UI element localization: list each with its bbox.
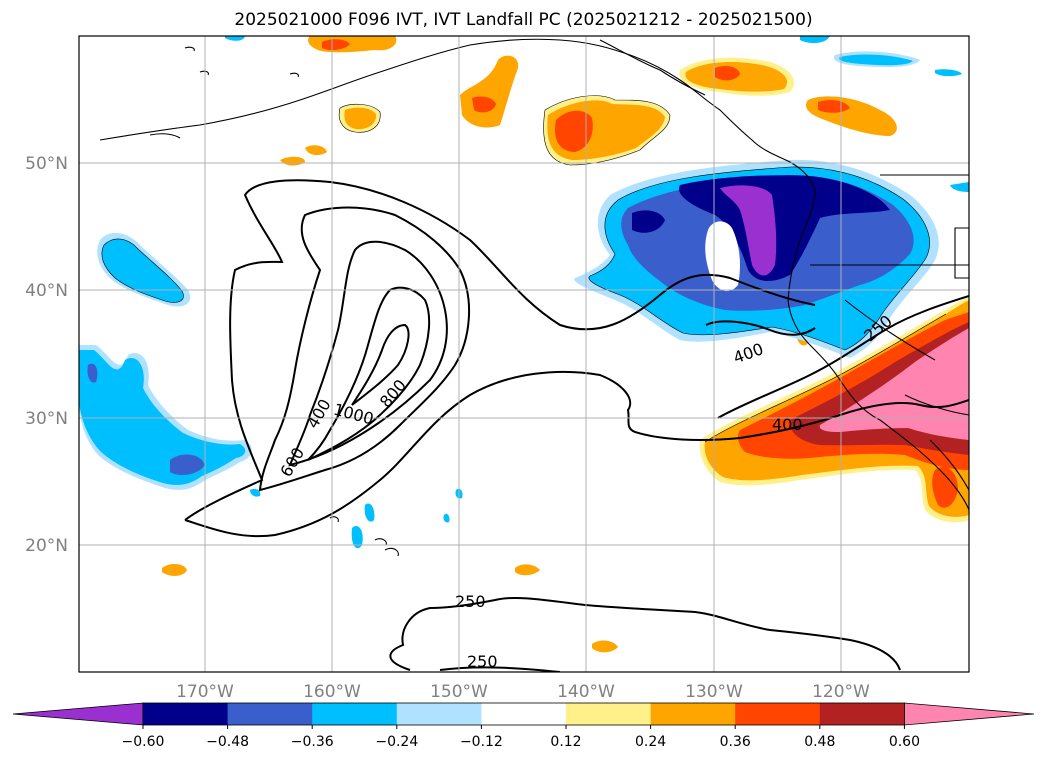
contour-label: 400 [772,415,803,434]
colorbar-segment [735,703,821,725]
colorbar-tick-label: −0.48 [206,734,249,750]
colorbar-segment [566,703,652,725]
colorbar-segment [396,703,482,725]
contour-label: 250 [455,592,486,611]
colorbar-extend-high [904,702,1035,726]
positive-anomaly-california [699,296,969,523]
graticule [79,36,969,672]
positive-anomaly-north [162,36,897,653]
colorbar-segment [481,703,567,725]
colorbar-segment [227,703,313,725]
colorbar-tick-label: −0.36 [291,734,334,750]
map-title: 2025021000 F096 IVT, IVT Landfall PC (20… [234,10,813,30]
lon-label: 120°W [812,682,870,702]
colorbar: −0.60 −0.48 −0.36 −0.24 −0.12 0.12 0.24 0.36 0.4… [12,702,1035,750]
lat-label: 40°N [25,281,68,301]
colorbar-tick-label: 0.24 [635,734,666,750]
ivt-contours [184,179,969,672]
pc-outlines [101,95,947,443]
colorbar-tick-label: −0.24 [375,734,418,750]
lon-label: 170°W [176,682,234,702]
colorbar-segment [312,703,398,725]
colorbar-tick-label: 0.60 [889,734,920,750]
colorbar-tick-label: 0.36 [720,734,751,750]
latitude-labels: 50°N 40°N 30°N 20°N [25,154,68,556]
lon-label: 160°W [303,682,361,702]
lon-label: 130°W [685,682,743,702]
colorbar-segment [143,703,229,725]
lon-label: 140°W [557,682,615,702]
contour-label: 250 [467,652,498,671]
colorbar-extend-low [12,702,144,726]
lat-label: 20°N [25,536,68,556]
negative-anomaly-west [79,36,969,549]
longitude-labels: 170°W 160°W 150°W 140°W 130°W 120°W [176,682,870,702]
lat-label: 30°N [25,409,68,429]
colorbar-tick-label: 0.12 [550,734,581,750]
colorbar-tick-label: −0.12 [460,734,503,750]
colorbar-outline [142,702,905,726]
lat-label: 50°N [25,154,68,174]
colorbar-tick-label: 0.48 [804,734,835,750]
colorbar-tick-label: −0.60 [122,734,165,750]
map-background [79,36,969,672]
map-frame [78,35,970,673]
colorbar-segment [819,703,905,725]
colorbar-segment [650,703,736,725]
lon-label: 150°W [430,682,488,702]
coastlines [99,38,969,557]
